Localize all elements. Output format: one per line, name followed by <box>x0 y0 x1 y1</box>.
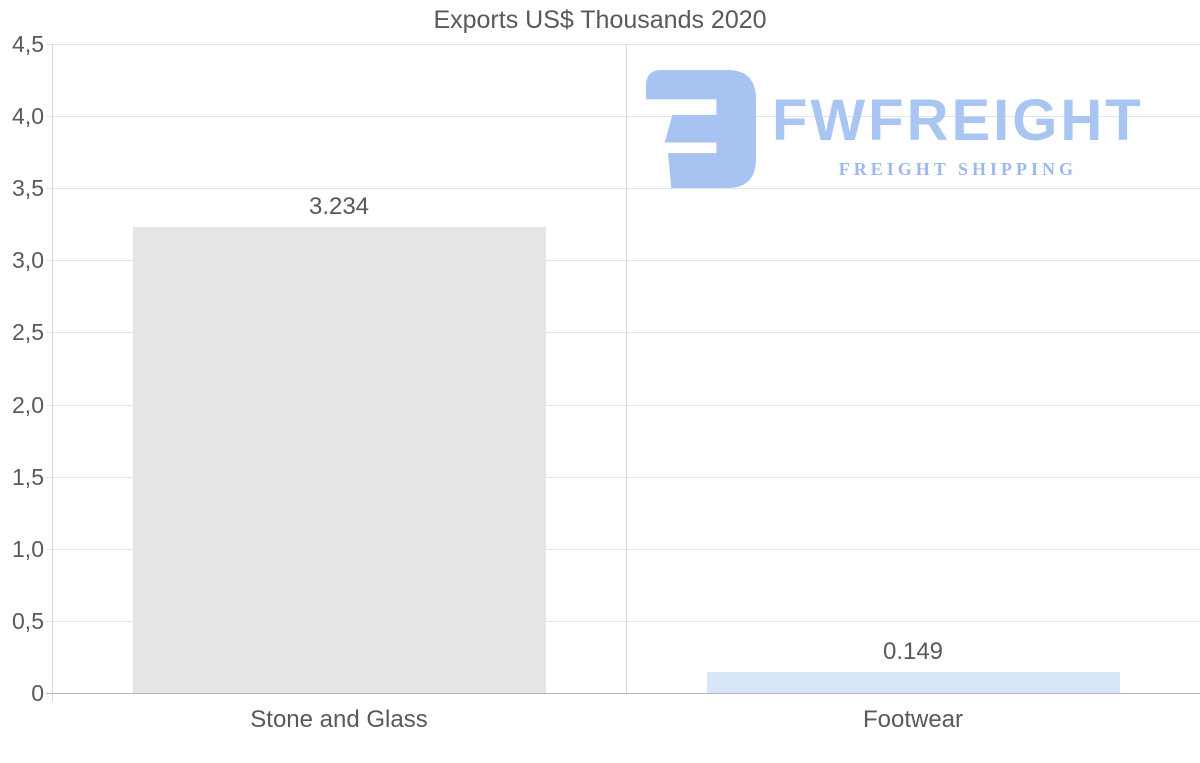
brand-name: FWFREIGHT <box>772 88 1144 153</box>
y-axis-tick-label: 1,0 <box>12 536 44 562</box>
gridline-horizontal <box>46 260 1200 261</box>
x-axis-category-label: Stone and Glass <box>250 706 428 733</box>
y-axis-tick-label: 0 <box>31 680 44 706</box>
fw-monogram-icon <box>646 70 756 188</box>
y-axis-tick-label: 1,5 <box>12 464 44 490</box>
y-axis-line <box>52 44 53 701</box>
brand-text-block: FWFREIGHT FREIGHT SHIPPING <box>772 92 1144 180</box>
y-axis-tick-label: 3,0 <box>12 247 44 273</box>
bar-stone-and-glass <box>132 226 546 693</box>
gridline-horizontal <box>46 188 1200 189</box>
brand-tagline: FREIGHT SHIPPING <box>838 159 1077 179</box>
gridline-horizontal <box>46 116 1200 117</box>
chart-title: Exports US$ Thousands 2020 <box>433 6 767 34</box>
y-axis-tick-label: 4,5 <box>12 31 44 57</box>
y-axis-tick-label: 0,5 <box>12 608 44 634</box>
gridline-horizontal <box>46 44 1200 45</box>
bar-value-label: 0.149 <box>882 637 944 665</box>
y-axis-tick-label: 2,5 <box>12 319 44 345</box>
gridline-horizontal <box>46 405 1200 406</box>
gridline-horizontal <box>46 549 1200 550</box>
bar-footwear <box>706 671 1120 693</box>
y-axis-tick-label: 2,0 <box>12 392 44 418</box>
gridline-horizontal <box>46 332 1200 333</box>
zero-line <box>46 693 1200 694</box>
gridline-vertical <box>626 44 627 693</box>
x-axis-category-label: Footwear <box>862 706 964 733</box>
brand-watermark: FWFREIGHT FREIGHT SHIPPING <box>646 66 1144 188</box>
bar-value-label: 3.234 <box>308 192 370 220</box>
y-axis-tick-label: 3,5 <box>12 175 44 201</box>
gridline-horizontal <box>46 477 1200 478</box>
y-axis-tick-label: 4,0 <box>12 103 44 129</box>
gridline-horizontal <box>46 621 1200 622</box>
